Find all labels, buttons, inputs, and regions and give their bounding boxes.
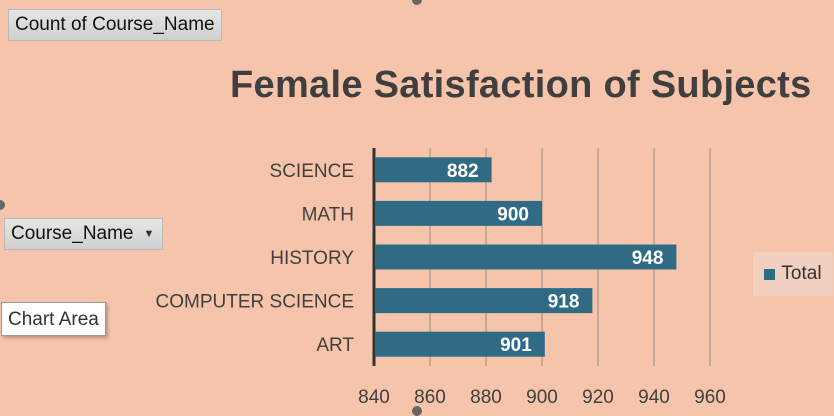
data-label: 882 <box>447 161 479 182</box>
chart-resize-handle-left[interactable] <box>0 200 5 210</box>
bar[interactable] <box>375 331 545 357</box>
category-label: ART <box>316 335 354 356</box>
legend-swatch <box>764 268 776 280</box>
row-field-label: Course_Name <box>11 223 134 244</box>
chevron-down-icon[interactable]: ▼ <box>143 228 155 240</box>
category-label: MATH <box>302 204 354 225</box>
data-label: 918 <box>548 292 580 313</box>
x-tick-label: 920 <box>582 387 614 408</box>
x-tick-label: 840 <box>358 387 390 408</box>
legend-label: Total <box>781 263 822 284</box>
bar[interactable] <box>375 200 542 226</box>
x-tick-label: 860 <box>414 387 446 408</box>
chart-resize-handle-top[interactable] <box>412 0 422 5</box>
data-label: 901 <box>500 335 532 356</box>
value-field-button[interactable]: Count of Course_Name <box>8 9 222 41</box>
row-field-button[interactable]: Course_Name ▼ <box>4 218 164 250</box>
bar[interactable] <box>375 157 492 183</box>
x-tick-label: 880 <box>470 387 502 408</box>
bar[interactable] <box>375 288 593 314</box>
chart-area-tooltip: Chart Area <box>1 302 106 336</box>
x-tick-label: 960 <box>694 387 726 408</box>
chart-legend[interactable]: Total <box>753 252 833 296</box>
chart-resize-handle-bottom[interactable] <box>412 406 422 416</box>
category-label: COMPUTER SCIENCE <box>156 292 354 313</box>
data-label: 948 <box>632 248 664 269</box>
bar[interactable] <box>375 244 677 270</box>
category-label: HISTORY <box>270 248 354 269</box>
x-tick-label: 940 <box>638 387 670 408</box>
data-label: 900 <box>497 204 529 225</box>
chart-title: Female Satisfaction of Subjects <box>230 64 812 106</box>
category-label: SCIENCE <box>270 161 354 182</box>
x-tick-label: 900 <box>526 387 558 408</box>
value-field-label: Count of Course_Name <box>15 14 215 35</box>
